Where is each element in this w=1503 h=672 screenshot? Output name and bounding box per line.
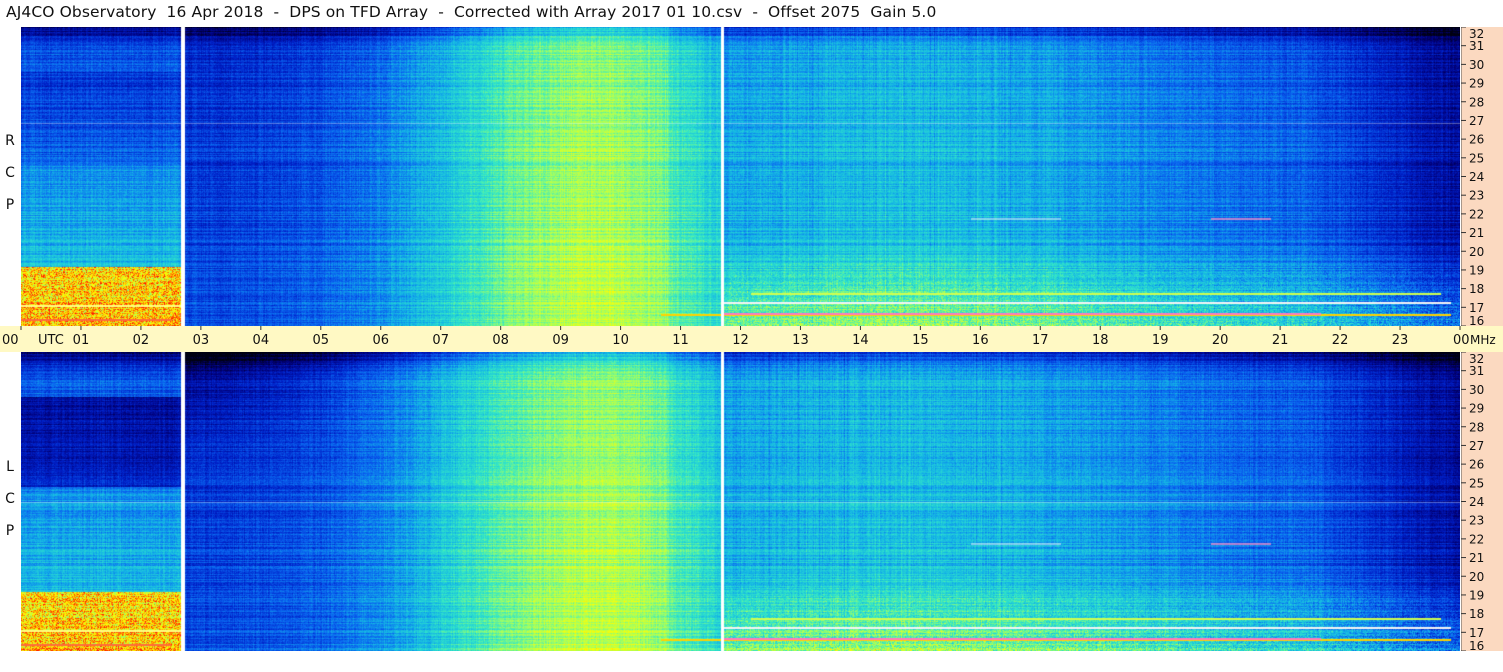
time-tick-label-9: 09 xyxy=(552,333,569,348)
freq-bottom-tick-label-16: 16 xyxy=(1469,639,1484,651)
freq-top-tick-label-28: 28 xyxy=(1469,95,1484,109)
freq-top-tick-label-22: 22 xyxy=(1469,207,1484,221)
freq-top-tick-label-16: 16 xyxy=(1469,314,1484,326)
rcp-heatmap-canvas xyxy=(21,27,1460,326)
time-tick-label-16: 16 xyxy=(972,333,989,348)
freq-bottom-tick-label-20: 20 xyxy=(1469,570,1484,584)
freq-top-tick-label-25: 25 xyxy=(1469,151,1484,165)
time-tick-label-0: 00 xyxy=(2,333,19,348)
mhz-unit-label: MHz xyxy=(1470,333,1496,347)
lcp-label: L C P xyxy=(0,451,20,547)
freq-bottom-tick-label-22: 22 xyxy=(1469,532,1484,546)
time-tick-label-1: 01 xyxy=(73,333,90,348)
utc-label: UTC xyxy=(38,333,64,348)
time-tick-label-4: 04 xyxy=(253,333,270,348)
freq-top-tick-label-23: 23 xyxy=(1469,189,1484,203)
time-tick-label-17: 17 xyxy=(1032,333,1049,348)
freq-bottom-tick-label-19: 19 xyxy=(1469,588,1484,602)
freq-bottom-tick-label-21: 21 xyxy=(1469,551,1484,565)
freq-top-tick-label-32: 32 xyxy=(1469,27,1484,41)
freq-bottom-tick-label-28: 28 xyxy=(1469,420,1484,434)
freq-bottom-tick-label-24: 24 xyxy=(1469,495,1484,509)
freq-top-tick-label-20: 20 xyxy=(1469,245,1484,259)
time-tick-label-11: 11 xyxy=(672,333,689,348)
lcp-letter-l: L xyxy=(6,459,14,475)
freq-top-tick-label-31: 31 xyxy=(1469,39,1484,53)
rcp-spectrogram xyxy=(21,27,1460,326)
freq-top-tick-label-21: 21 xyxy=(1469,226,1484,240)
freq-top-tick-label-27: 27 xyxy=(1469,114,1484,128)
freq-bottom-tick-label-26: 26 xyxy=(1469,458,1484,472)
freq-bottom-tick-label-30: 30 xyxy=(1469,383,1484,397)
freq-bottom-tick-label-29: 29 xyxy=(1469,402,1484,416)
time-tick-label-15: 15 xyxy=(912,333,929,348)
chart-title: AJ4CO Observatory 16 Apr 2018 - DPS on T… xyxy=(6,3,937,21)
time-tick-label-7: 07 xyxy=(432,333,449,348)
time-tick-label-20: 20 xyxy=(1212,333,1229,348)
freq-bottom-tick-label-31: 31 xyxy=(1469,364,1484,378)
freq-top-tick-label-24: 24 xyxy=(1469,170,1484,184)
time-tick-label-19: 19 xyxy=(1152,333,1169,348)
time-tick-label-24: 00 xyxy=(1453,333,1470,348)
time-tick-label-13: 13 xyxy=(792,333,809,348)
time-tick-label-18: 18 xyxy=(1092,333,1109,348)
rcp-frequency-axis: 16 17 18 19 20 21 22 23 24 25 26 27 28 29 30 31 32 xyxy=(1460,26,1503,328)
time-tick-label-5: 05 xyxy=(313,333,330,348)
time-tick-label-10: 10 xyxy=(612,333,629,348)
freq-top-tick-label-26: 26 xyxy=(1469,133,1484,147)
time-tick-label-21: 21 xyxy=(1272,333,1289,348)
freq-top-tick-label-17: 17 xyxy=(1469,301,1484,315)
time-tick-label-6: 06 xyxy=(372,333,389,348)
freq-top-tick-label-18: 18 xyxy=(1469,282,1484,296)
freq-top-tick-label-30: 30 xyxy=(1469,58,1484,72)
rcp-letter-p: P xyxy=(5,197,15,213)
lcp-spectrogram xyxy=(21,352,1460,651)
lcp-letter-p: P xyxy=(5,523,15,539)
freq-bottom-tick-label-17: 17 xyxy=(1469,626,1484,640)
lcp-letter-c: C xyxy=(5,491,15,507)
time-tick-label-22: 22 xyxy=(1332,333,1349,348)
utc-time-axis: 00 01 02 03 04 05 06 07 08 09 10 11 12 13 14 15 16 17 18 19… xyxy=(0,326,1503,352)
lcp-heatmap-canvas xyxy=(21,352,1460,651)
time-tick-label-3: 03 xyxy=(193,333,210,348)
freq-bottom-tick-label-23: 23 xyxy=(1469,514,1484,528)
freq-top-tick-label-29: 29 xyxy=(1469,77,1484,91)
lcp-frequency-axis: 16 17 18 19 20 21 22 23 24 25 26 27 28 29 30 31 32 xyxy=(1460,351,1503,653)
rcp-letter-c: C xyxy=(5,165,15,181)
time-tick-label-8: 08 xyxy=(492,333,509,348)
freq-bottom-tick-label-18: 18 xyxy=(1469,607,1484,621)
rcp-label: R C P xyxy=(0,125,20,221)
freq-bottom-tick-label-27: 27 xyxy=(1469,439,1484,453)
freq-top-tick-label-19: 19 xyxy=(1469,263,1484,277)
freq-bottom-tick-label-25: 25 xyxy=(1469,476,1484,490)
time-tick-label-23: 23 xyxy=(1392,333,1409,348)
rcp-letter-r: R xyxy=(5,133,15,149)
time-tick-label-2: 02 xyxy=(133,333,150,348)
time-tick-label-14: 14 xyxy=(852,333,869,348)
freq-bottom-tick-label-32: 32 xyxy=(1469,352,1484,366)
time-tick-label-12: 12 xyxy=(732,333,749,348)
